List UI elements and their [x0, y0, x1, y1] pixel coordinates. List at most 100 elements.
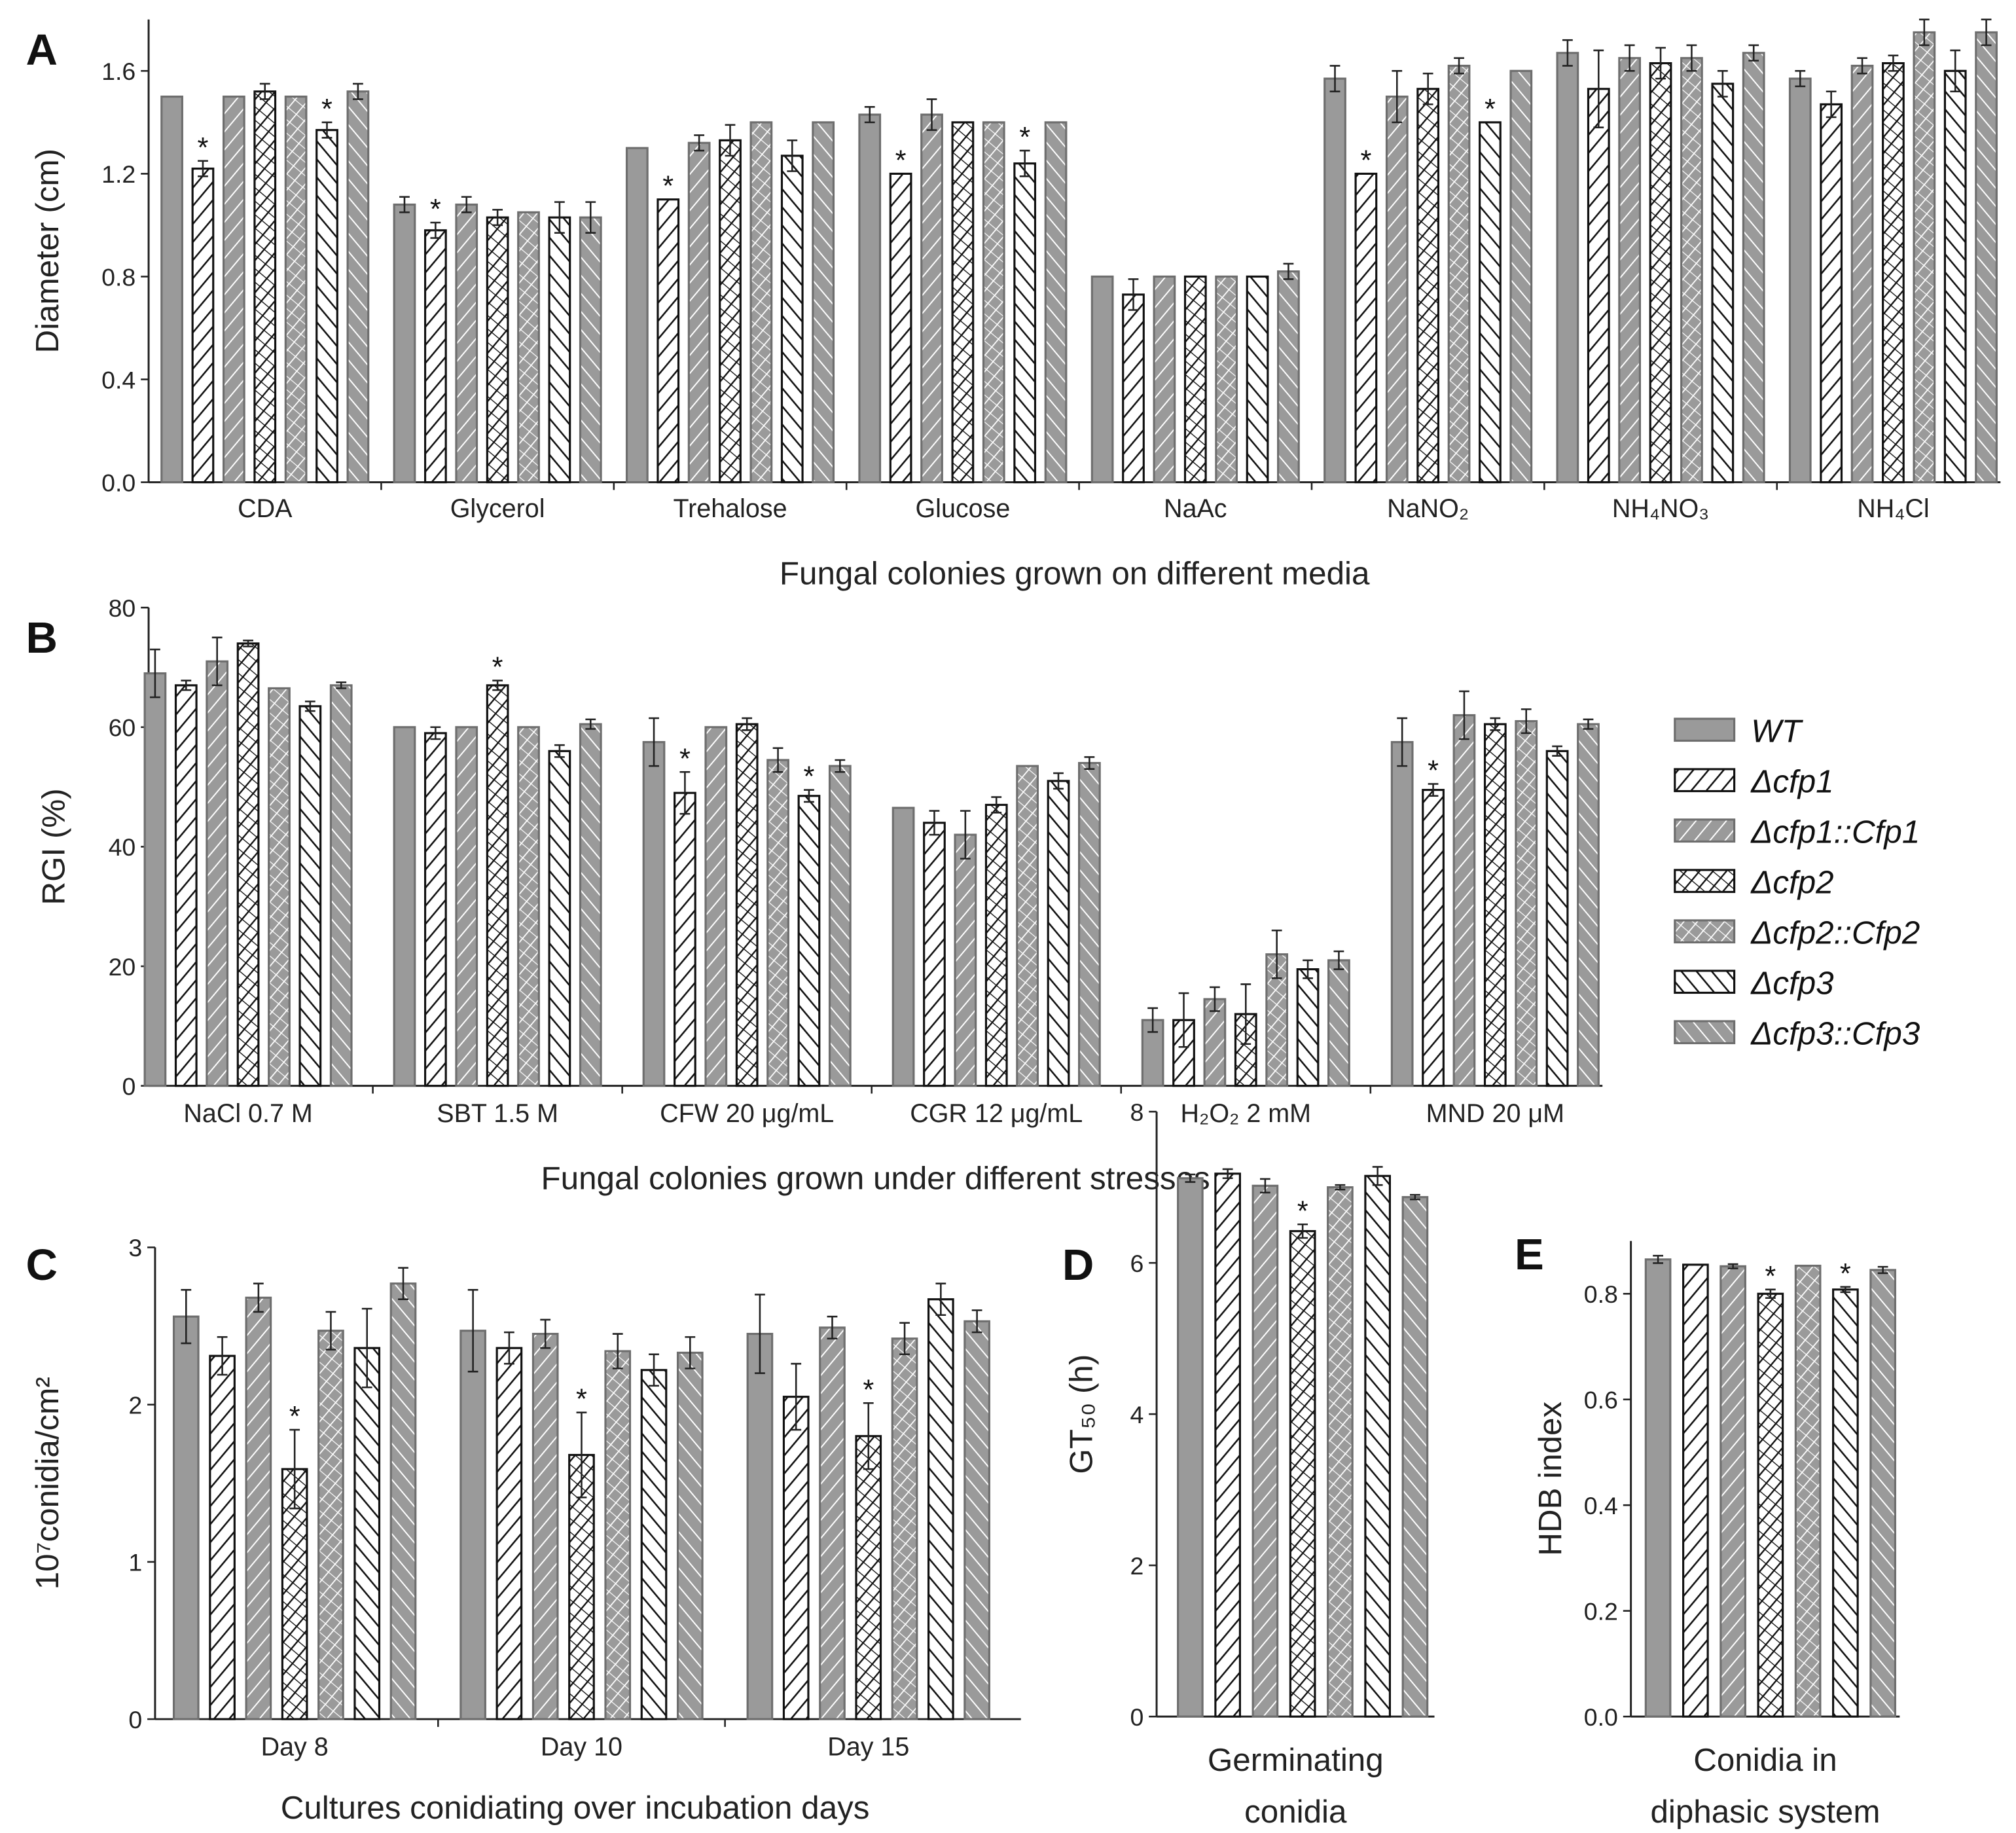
category-label: SBT 1.5 M	[437, 1099, 558, 1128]
category-label: Day 10	[541, 1732, 622, 1761]
bar	[1251, 1184, 1279, 1718]
bar	[253, 90, 277, 484]
bar	[1044, 121, 1068, 484]
significance-asterisk: *	[289, 1401, 300, 1432]
y-tick-label: 0.2	[1584, 1597, 1618, 1625]
legend-swatch	[1674, 717, 1736, 742]
y-tick-label: 2	[128, 1391, 142, 1419]
y-tick-label: 0.4	[101, 366, 135, 393]
category-label: H₂O₂ 2 mM	[1181, 1099, 1311, 1128]
y-tick-label: 0.0	[1584, 1703, 1618, 1731]
significance-asterisk: *	[1019, 122, 1030, 153]
bar	[984, 803, 1008, 1087]
y-tick-label: 3	[128, 1234, 142, 1261]
y-tick-label: 6	[1130, 1250, 1143, 1277]
x-axis-title: Fungal colonies grown under different st…	[541, 1161, 1210, 1197]
y-axis-title: RGI (%)	[36, 788, 72, 905]
bar	[209, 1354, 236, 1720]
y-tick-label: 80	[109, 594, 136, 622]
category-label: NaNO₂	[1387, 494, 1469, 523]
bar	[353, 1347, 381, 1720]
x-axis-title: Cultures conidiating over incubation day…	[281, 1790, 870, 1826]
bar	[1246, 275, 1269, 484]
significance-asterisk: *	[1765, 1261, 1776, 1292]
bar	[1183, 275, 1207, 484]
bar	[889, 172, 912, 484]
bar	[423, 229, 447, 484]
legend-swatch	[1674, 919, 1736, 944]
bar	[828, 765, 852, 1087]
category-label: NH₄Cl	[1857, 494, 1929, 523]
category-label: CGR 12 μg/mL	[910, 1099, 1083, 1128]
bar	[1214, 1172, 1241, 1718]
significance-asterisk: *	[1428, 755, 1439, 787]
x-axis-title-line1: Conidia in	[1693, 1742, 1837, 1778]
legend-label: Δcfp3	[1750, 965, 1834, 1001]
bar	[640, 1369, 668, 1720]
bar	[423, 732, 447, 1087]
legend-label: Δcfp1	[1750, 763, 1833, 799]
legend-label: Δcfp2	[1750, 864, 1833, 900]
bar	[927, 1298, 954, 1720]
significance-asterisk: *	[1360, 145, 1371, 176]
bar	[1323, 77, 1346, 484]
category-label: Day 15	[827, 1732, 909, 1761]
bar	[625, 147, 649, 484]
bar	[657, 198, 680, 484]
bar	[1016, 765, 1039, 1087]
category-label: Trehalose	[673, 494, 787, 523]
category-label: Day 8	[261, 1732, 329, 1761]
bar	[1122, 293, 1145, 484]
bar	[486, 684, 509, 1087]
category-label: NaAc	[1164, 494, 1227, 523]
bar	[1757, 1292, 1784, 1718]
bar	[782, 1396, 810, 1720]
bar	[315, 129, 338, 484]
legend-swatch	[1674, 818, 1736, 843]
bar	[1215, 275, 1238, 484]
legend-label: Δcfp2::Cfp2	[1750, 915, 1920, 951]
bar	[1013, 162, 1037, 484]
bar	[455, 203, 478, 484]
bar	[1545, 750, 1569, 1087]
bar	[1682, 1263, 1709, 1718]
significance-asterisk: *	[863, 1374, 874, 1406]
bar	[1556, 52, 1579, 484]
bar	[797, 795, 821, 1087]
panel-label: E	[1515, 1230, 1544, 1279]
y-tick-label: 1	[128, 1549, 142, 1576]
panel-label: B	[26, 613, 57, 662]
category-label: Glucose	[915, 494, 1010, 523]
bar	[1719, 1265, 1746, 1718]
y-tick-label: 2	[1130, 1552, 1143, 1580]
y-tick-label: 0.8	[101, 263, 135, 291]
bar	[954, 833, 977, 1087]
bar	[1153, 275, 1176, 484]
bar	[393, 726, 416, 1087]
y-axis-title: HDB index	[1532, 1402, 1568, 1556]
bar	[317, 1330, 344, 1720]
bar	[495, 1347, 523, 1720]
category-label: CDA	[238, 494, 293, 523]
bar	[1794, 1264, 1822, 1718]
y-tick-label: 0.0	[101, 469, 135, 496]
bar	[1289, 1230, 1316, 1718]
bar	[531, 1332, 559, 1720]
bar	[1483, 723, 1507, 1087]
bar	[1587, 88, 1610, 484]
panel-e: E 0.0 0.2 0.4 0.6 0.8 HDB index Conidia in dipha…	[1515, 1230, 1900, 1830]
bar	[1577, 723, 1600, 1087]
bar	[1644, 1258, 1672, 1718]
bar	[1078, 761, 1101, 1087]
significance-asterisk: *	[492, 652, 503, 683]
legend-label: Δcfp3::Cfp3	[1750, 1015, 1920, 1051]
legend: WTΔcfp1Δcfp1::Cfp1Δcfp2Δcfp2::Cfp2Δcfp3Δ…	[1674, 713, 1920, 1051]
bar	[517, 211, 540, 484]
bar	[455, 726, 478, 1087]
bar	[245, 1296, 272, 1720]
bar	[766, 759, 789, 1087]
bar	[1422, 789, 1445, 1087]
legend-swatch	[1674, 1020, 1736, 1045]
y-tick-label: 8	[1130, 1098, 1143, 1126]
bar	[982, 121, 1005, 484]
